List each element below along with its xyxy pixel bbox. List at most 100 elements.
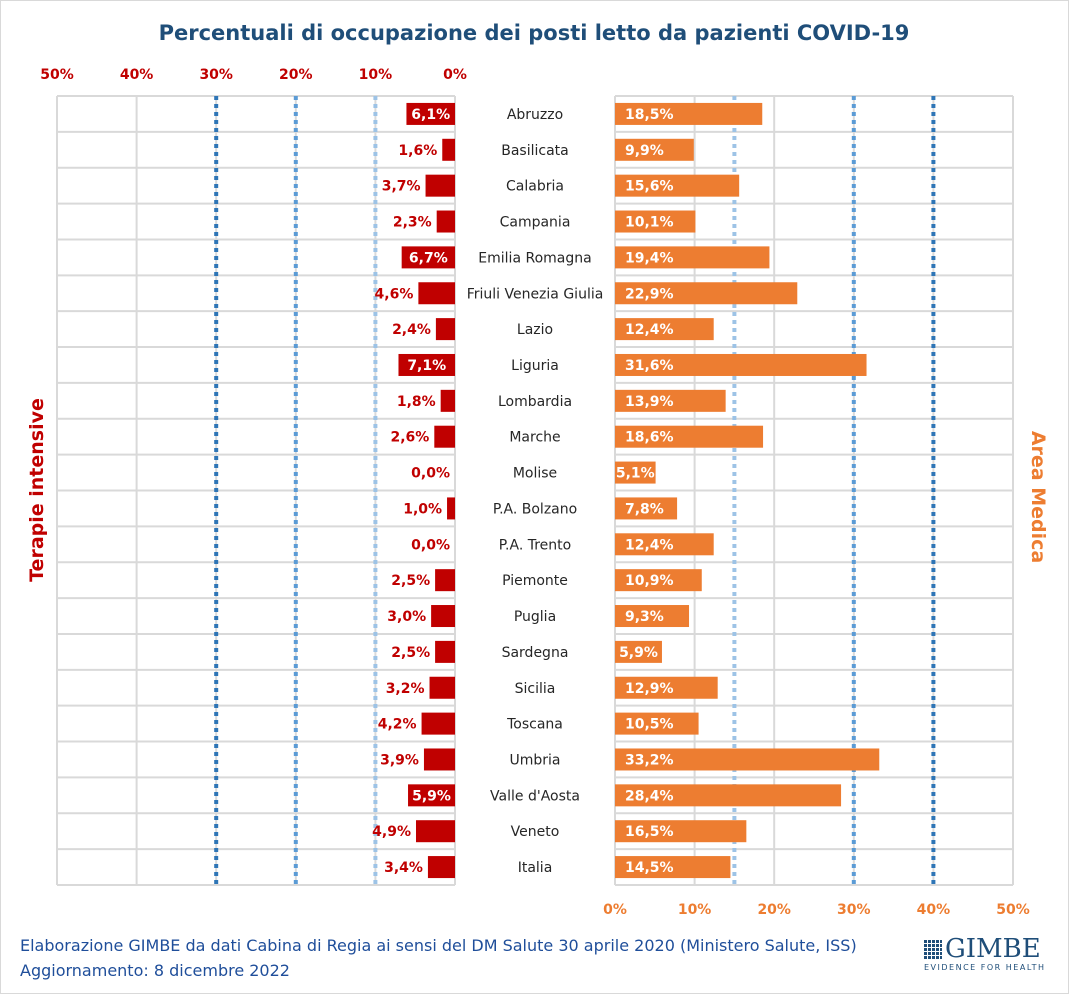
bar-terapie-intensive: [440, 389, 455, 412]
footer-source: Elaborazione GIMBE da dati Cabina di Reg…: [20, 936, 857, 955]
chart-title: Percentuali di occupazione dei posti let…: [159, 21, 910, 45]
data-label: 6,1%: [411, 107, 450, 123]
data-label: 10,9%: [625, 573, 674, 589]
data-label: 2,4%: [392, 322, 431, 338]
left-axis-title: Terapie intensive: [26, 398, 48, 582]
data-label: 3,9%: [380, 752, 419, 768]
bar-terapie-intensive: [435, 569, 455, 592]
category-label: Puglia: [514, 609, 556, 625]
right-tick-label: 0%: [603, 902, 627, 918]
bar-area-medica: [615, 569, 702, 592]
right-tick-label: 20%: [757, 902, 791, 918]
category-label: Umbria: [510, 752, 561, 768]
gimbe-logo: GIMBE EVIDENCE FOR HEALTH: [924, 936, 1046, 972]
bar-terapie-intensive: [429, 676, 455, 699]
data-label: 15,6%: [625, 179, 674, 195]
category-label: Liguria: [511, 358, 559, 374]
category-label: Abruzzo: [507, 107, 563, 123]
data-label: 4,2%: [378, 717, 417, 733]
data-label: 0,0%: [411, 466, 450, 482]
bar-area-medica: [615, 640, 662, 663]
category-label: Veneto: [511, 824, 560, 840]
bar-terapie-intensive: [447, 497, 455, 520]
data-label: 16,5%: [625, 824, 674, 840]
right-tick-label: 50%: [996, 902, 1030, 918]
bar-area-medica: [615, 353, 867, 376]
data-label: 1,6%: [398, 143, 437, 159]
right-tick-label: 10%: [678, 902, 712, 918]
bar-area-medica: [615, 856, 731, 879]
bar-terapie-intensive: [434, 425, 455, 448]
logo-grid-icon: [924, 939, 942, 959]
bar-terapie-intensive: [418, 282, 455, 305]
category-label: Emilia Romagna: [478, 250, 591, 266]
bar-terapie-intensive: [442, 138, 455, 161]
category-label: Campania: [500, 215, 571, 231]
category-label: Marche: [509, 430, 560, 446]
data-label: 18,5%: [625, 107, 674, 123]
data-label: 12,4%: [625, 322, 674, 338]
bar-area-medica: [615, 246, 770, 269]
logo-name: GIMBE: [945, 934, 1041, 964]
bar-area-medica: [615, 138, 694, 161]
data-label: 3,2%: [386, 681, 425, 697]
data-label: 3,4%: [384, 860, 423, 876]
bar-area-medica: [615, 748, 880, 771]
bar-terapie-intensive: [423, 748, 455, 771]
logo-tagline: EVIDENCE FOR HEALTH: [924, 963, 1046, 972]
bar-area-medica: [615, 820, 747, 843]
data-label: 18,6%: [625, 430, 674, 446]
data-label: 7,1%: [407, 358, 446, 374]
data-label: 1,0%: [403, 501, 442, 517]
bar-terapie-intensive: [427, 856, 455, 879]
left-tick-label: 30%: [199, 67, 233, 83]
bar-area-medica: [615, 318, 714, 341]
category-label: Valle d'Aosta: [490, 788, 580, 804]
data-label: 13,9%: [625, 394, 674, 410]
left-tick-label: 10%: [359, 67, 393, 83]
right-tick-label: 40%: [917, 902, 951, 918]
bar-terapie-intensive: [406, 102, 455, 125]
category-label: Sardegna: [502, 645, 569, 661]
bar-terapie-intensive: [401, 246, 455, 269]
category-label: Lombardia: [498, 394, 572, 410]
category-label: P.A. Bolzano: [493, 501, 577, 517]
data-label: 10,5%: [625, 717, 674, 733]
bar-area-medica: [615, 461, 656, 484]
category-label: Lazio: [517, 322, 553, 338]
data-label: 12,4%: [625, 537, 674, 553]
bar-area-medica: [615, 784, 842, 807]
bar-area-medica: [615, 712, 699, 735]
bar-area-medica: [615, 174, 740, 197]
right-axis-title: Area Medica: [1027, 431, 1049, 563]
data-label: 5,1%: [616, 466, 655, 482]
right-tick-label: 30%: [837, 902, 871, 918]
bar-terapie-intensive: [398, 353, 455, 376]
left-tick-label: 50%: [40, 67, 74, 83]
bar-area-medica: [615, 425, 764, 448]
data-label: 22,9%: [625, 286, 674, 302]
data-label: 3,7%: [382, 179, 421, 195]
category-label: Piemonte: [502, 573, 568, 589]
bar-area-medica: [615, 676, 718, 699]
data-label: 31,6%: [625, 358, 674, 374]
category-label: Italia: [518, 860, 553, 876]
footer-updated: Aggiornamento: 8 dicembre 2022: [20, 961, 290, 980]
data-label: 28,4%: [625, 788, 674, 804]
data-label: 3,0%: [387, 609, 426, 625]
bar-area-medica: [615, 533, 714, 556]
data-label: 2,5%: [391, 645, 430, 661]
data-label: 6,7%: [409, 250, 448, 266]
bar-area-medica: [615, 605, 690, 628]
data-label: 7,8%: [625, 501, 664, 517]
left-tick-label: 0%: [443, 67, 467, 83]
data-label: 1,8%: [397, 394, 436, 410]
category-label: P.A. Trento: [499, 537, 571, 553]
data-label: 5,9%: [619, 645, 658, 661]
bar-area-medica: [615, 497, 678, 520]
bar-terapie-intensive: [421, 712, 455, 735]
data-label: 0,0%: [411, 537, 450, 553]
data-label: 4,9%: [372, 824, 411, 840]
data-label: 9,3%: [625, 609, 664, 625]
